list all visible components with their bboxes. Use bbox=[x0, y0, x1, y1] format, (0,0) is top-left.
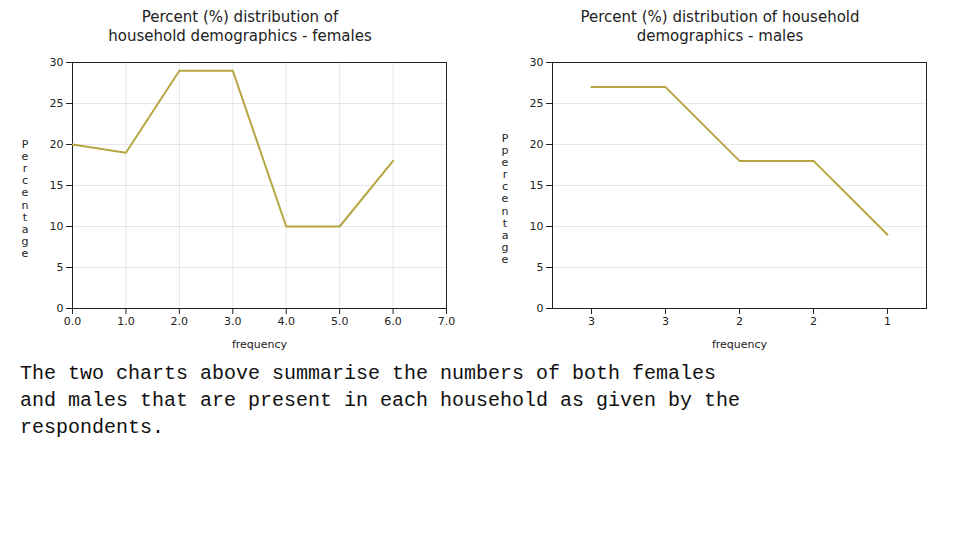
svg-text:10: 10 bbox=[530, 220, 544, 233]
svg-text:25: 25 bbox=[530, 97, 544, 110]
html-text:P p e r c e n t a g e: P p e r c e n t a g e bbox=[501, 132, 509, 266]
html-text:Percent (%) distribution of ho: Percent (%) distribution of household de… bbox=[108, 8, 372, 45]
svg-text:5: 5 bbox=[57, 261, 64, 274]
svg-text:4.0: 4.0 bbox=[277, 315, 295, 328]
svg-text:10: 10 bbox=[50, 220, 64, 233]
svg-text:0: 0 bbox=[57, 302, 64, 315]
svg-text:6.0: 6.0 bbox=[384, 315, 402, 328]
svg-text:30: 30 bbox=[530, 56, 544, 69]
svg-text:0: 0 bbox=[537, 302, 544, 315]
svg-text:3: 3 bbox=[662, 315, 669, 328]
svg-text:0.0: 0.0 bbox=[64, 315, 82, 328]
svg-text:30: 30 bbox=[50, 56, 64, 69]
svg-text:1: 1 bbox=[884, 315, 891, 328]
svg-text:1.0: 1.0 bbox=[117, 315, 135, 328]
svg-text:2.0: 2.0 bbox=[171, 315, 189, 328]
svg-text:3: 3 bbox=[588, 315, 595, 328]
svg-text:frequency: frequency bbox=[712, 337, 768, 350]
svg-text:20: 20 bbox=[50, 138, 64, 151]
svg-text:15: 15 bbox=[530, 179, 544, 192]
html-text:P e r c e n t a g e: P e r c e n t a g e bbox=[21, 138, 29, 260]
svg-text:7.0: 7.0 bbox=[438, 315, 456, 328]
svg-text:2: 2 bbox=[810, 315, 817, 328]
svg-text:15: 15 bbox=[50, 179, 64, 192]
svg-text:25: 25 bbox=[50, 97, 64, 110]
svg-text:5.0: 5.0 bbox=[331, 315, 349, 328]
svg-text:2: 2 bbox=[736, 315, 743, 328]
svg-text:5: 5 bbox=[537, 261, 544, 274]
html-text:Percent (%) distribution of ho: Percent (%) distribution of household de… bbox=[580, 8, 860, 45]
svg-text:frequency: frequency bbox=[232, 337, 288, 350]
svg-text:3.0: 3.0 bbox=[224, 315, 242, 328]
svg-text:20: 20 bbox=[530, 138, 544, 151]
html-text:The two charts above summarise: The two charts above summarise the numbe… bbox=[20, 361, 741, 439]
